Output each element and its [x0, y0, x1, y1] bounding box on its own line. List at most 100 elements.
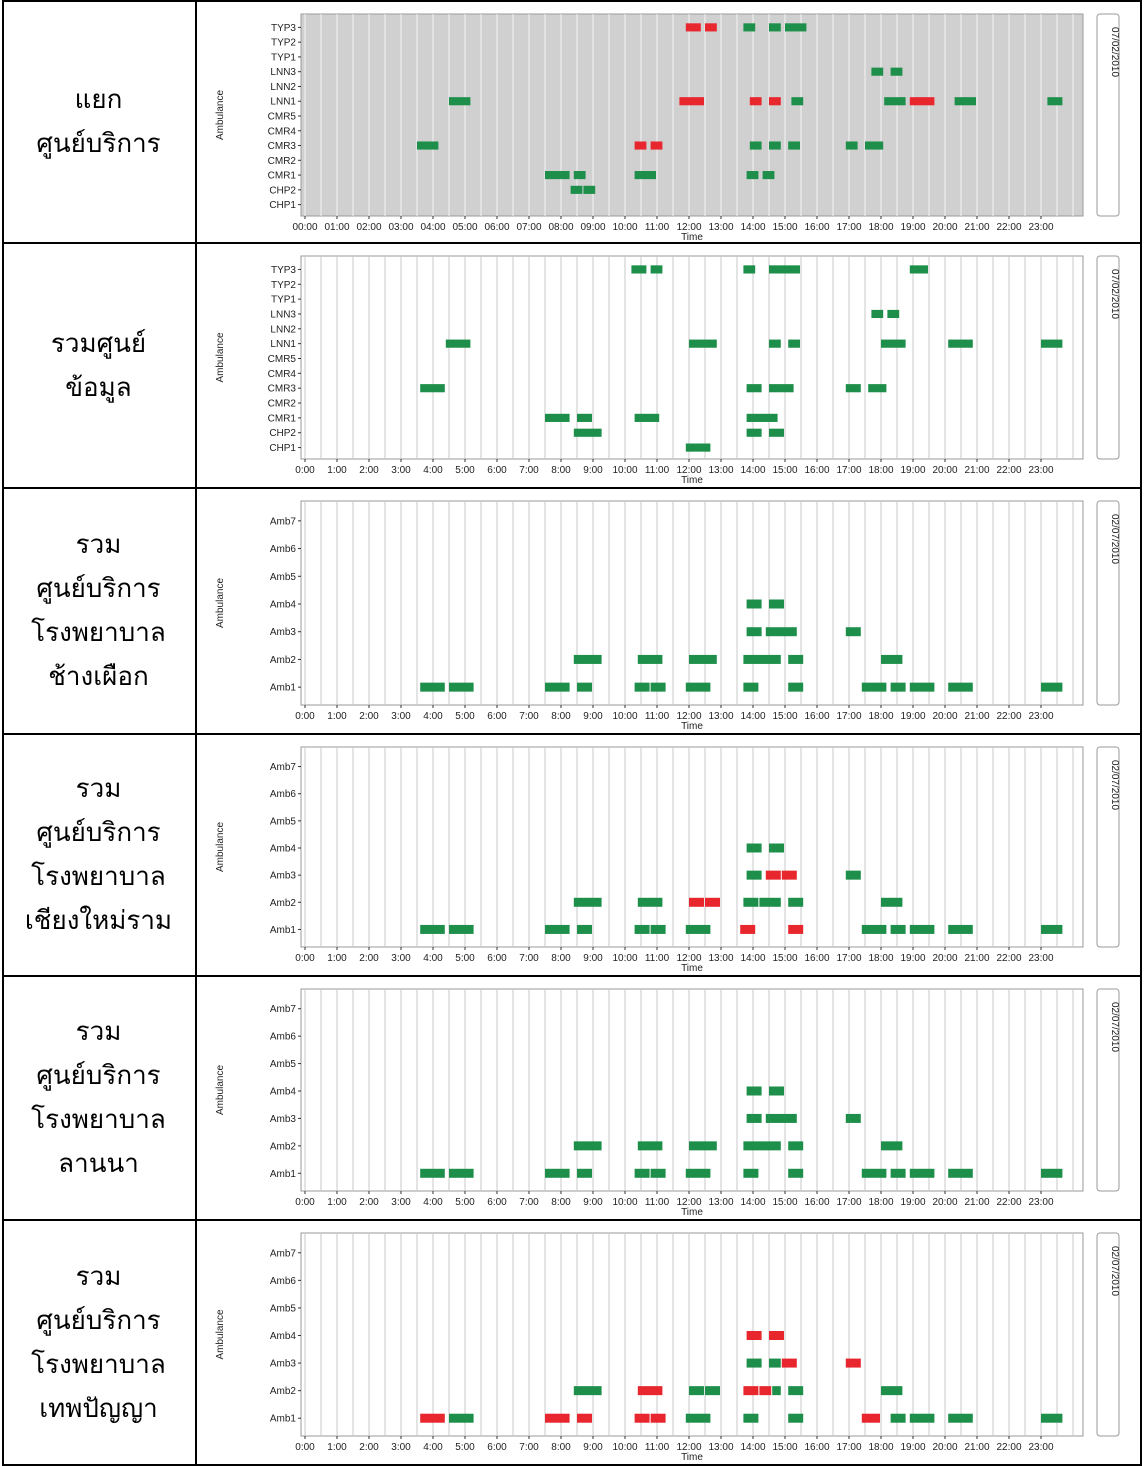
row-label: รวม ศูนย์บริการ โรงพยาบาล เทพปัญญา	[2, 1221, 197, 1464]
x-tick-label: 12:00	[676, 953, 701, 964]
x-tick-label: 04:00	[420, 222, 445, 233]
gantt-bar-green	[769, 23, 781, 32]
gantt-bar-red	[634, 141, 647, 150]
x-tick-label: 19:00	[900, 953, 925, 964]
plot-area	[300, 13, 1084, 217]
x-tick-label: 13:00	[708, 953, 733, 964]
x-tick-label: 2:00	[359, 1197, 379, 1208]
x-tick-label: 22:00	[996, 711, 1021, 722]
table-row: รวม ศูนย์บริการ โรงพยาบาล ลานนา Amb7 Amb6 Amb5…	[2, 977, 1142, 1221]
y-tick-label: CMR1	[268, 171, 297, 182]
x-tick-label: 12:00	[676, 1442, 701, 1453]
gantt-bar-green	[788, 141, 800, 150]
gantt-bar-green	[788, 1168, 804, 1178]
x-tick-label: 11:00	[645, 711, 670, 722]
x-tick-label: 14:00	[740, 465, 765, 476]
x-tick-label: 19:00	[900, 1442, 925, 1453]
plot-area	[300, 988, 1084, 1192]
gantt-bar-red	[705, 23, 717, 32]
x-tick-label: 23:00	[1028, 711, 1053, 722]
x-tick-label: 23:00	[1028, 222, 1053, 233]
gantt-bar-green	[1041, 1168, 1063, 1178]
gantt-bar-green	[909, 1413, 935, 1423]
y-tick-label: Amb2	[270, 655, 297, 666]
x-tick-label: 03:00	[388, 222, 413, 233]
x-axis-title: Time	[681, 721, 703, 732]
gantt-chart: Amb7 Amb6 Amb5 Amb4 Amb3 Amb2 Amb1 0:00 1:00 2:00…	[215, 500, 1120, 732]
gantt-bar-green	[743, 682, 759, 692]
table-row: รวม ศูนย์บริการ โรงพยาบาล เชียงใหม่ราม Amb7 A…	[2, 735, 1142, 977]
date-strip	[1096, 988, 1120, 1192]
x-tick-label: 5:00	[455, 953, 475, 964]
gantt-bar-green	[845, 870, 861, 880]
x-tick-label: 22:00	[996, 953, 1021, 964]
gantt-bar-green	[861, 682, 887, 692]
gantt-bar-green	[871, 67, 884, 76]
gantt-bar-red	[743, 1386, 759, 1396]
x-axis-title: Time	[681, 1452, 703, 1463]
y-tick-label: CMR3	[268, 141, 297, 152]
gantt-bar-red	[769, 1331, 784, 1340]
gantt-bar-green	[573, 428, 602, 437]
x-tick-label: 17:00	[836, 465, 861, 476]
gantt-bar-red	[759, 1386, 772, 1396]
x-tick-label: 1:00	[327, 465, 347, 476]
x-tick-label: 17:00	[836, 1197, 861, 1208]
date-label: 02/07/2010	[1109, 1246, 1120, 1296]
date-label: 07/02/2010	[1109, 27, 1120, 77]
plot-area	[300, 255, 1084, 460]
gantt-bar-red	[749, 97, 762, 106]
gantt-bar-green	[881, 1141, 903, 1151]
gantt-bar-green	[881, 654, 903, 664]
y-tick-label: CMR2	[268, 399, 297, 410]
gantt-bar-green	[577, 924, 592, 934]
x-tick-label: 13:00	[708, 711, 733, 722]
x-tick-label: 16:00	[804, 222, 829, 233]
gantt-bar-green	[788, 1386, 804, 1396]
y-axis-title: Ambulance	[215, 1309, 226, 1359]
gantt-bar-green	[1041, 339, 1063, 348]
row-label-line: รวม	[75, 1017, 122, 1047]
y-tick-label: TYP1	[271, 52, 296, 63]
y-tick-label: Amb4	[270, 844, 297, 855]
y-tick-label: LNN2	[270, 324, 296, 335]
x-tick-label: 15:00	[772, 711, 797, 722]
x-tick-label: 21:00	[964, 1197, 989, 1208]
x-tick-label: 8:00	[551, 1197, 571, 1208]
row-label-line: โรงพยาบาล	[31, 1105, 166, 1135]
y-tick-label: Amb7	[270, 1248, 297, 1259]
x-tick-label: 22:00	[996, 465, 1021, 476]
gantt-bar-green	[420, 682, 445, 692]
y-tick-label: Amb2	[270, 898, 297, 909]
x-tick-label: 01:00	[324, 222, 349, 233]
gantt-bar-green	[909, 265, 928, 274]
gantt-bar-red	[861, 1413, 880, 1423]
gantt-bar-green	[948, 924, 973, 934]
gantt-bar-green	[545, 413, 570, 422]
gantt-bar-green	[769, 265, 800, 274]
x-tick-label: 7:00	[519, 1197, 539, 1208]
y-tick-label: LNN3	[270, 309, 296, 320]
y-axis-title: Ambulance	[215, 332, 226, 382]
row-label-line: รวม	[75, 530, 122, 560]
y-tick-label: Amb3	[270, 627, 297, 638]
y-tick-label: Amb2	[270, 1386, 297, 1397]
gantt-bar-green	[769, 141, 781, 150]
x-tick-label: 14:00	[740, 711, 765, 722]
x-tick-label: 15:00	[772, 1442, 797, 1453]
gantt-bar-red	[845, 1358, 861, 1368]
gantt-bar-green	[689, 339, 717, 348]
x-tick-label: 9:00	[583, 953, 603, 964]
x-tick-label: 8:00	[551, 1442, 571, 1453]
gantt-bar-green	[743, 23, 756, 32]
x-tick-label: 10:00	[612, 953, 637, 964]
date-label: 02/07/2010	[1109, 760, 1120, 810]
x-tick-label: 11:00	[645, 1442, 670, 1453]
plot-area	[300, 1232, 1084, 1437]
gantt-bar-red	[420, 1413, 445, 1423]
row-label-line: โรงพยาบาล	[31, 618, 166, 648]
gantt-bar-green	[890, 67, 903, 76]
x-tick-label: 4:00	[423, 1197, 443, 1208]
gantt-bar-red	[781, 870, 797, 880]
date-strip	[1096, 500, 1120, 706]
